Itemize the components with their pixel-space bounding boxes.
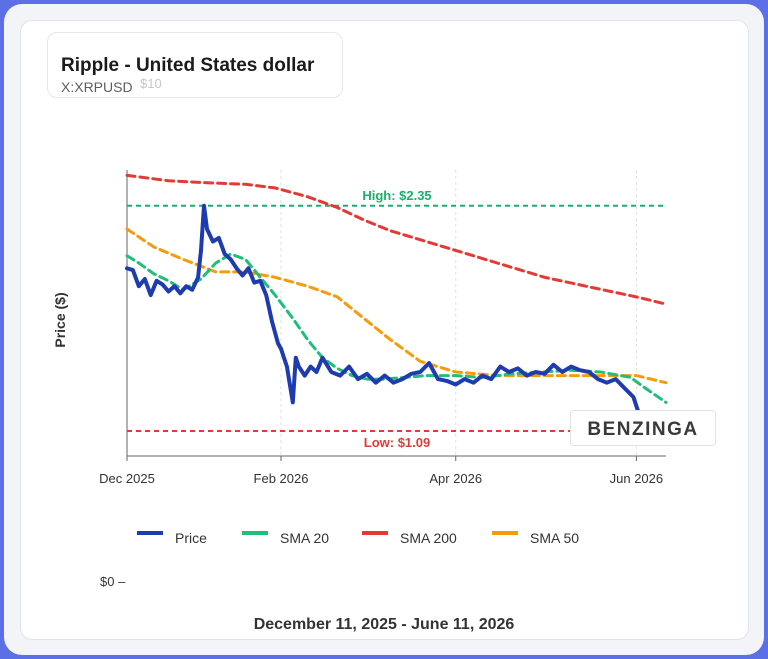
x-tick-label-2: Apr 2026 — [429, 471, 482, 486]
legend-swatch-sma50 — [492, 531, 518, 535]
x-tick-label-3: Jun 2026 — [610, 471, 664, 486]
legend-swatch-sma20 — [242, 531, 268, 535]
x-tick-label-0: Dec 2025 — [99, 471, 155, 486]
y-tick-zero-text: $0 — [100, 574, 115, 589]
series-line-sma200 — [125, 173, 668, 306]
legend-swatch-price — [137, 531, 163, 535]
legend-label-sma200: SMA 200 — [400, 530, 457, 546]
high-reference-label: High: $2.35 — [362, 188, 431, 203]
y-tick-zero: $0 – — [100, 574, 126, 589]
ghost-y-tick: $10 — [140, 76, 162, 91]
legend-label-sma20: SMA 20 — [280, 530, 330, 546]
legend-label-sma50: SMA 50 — [530, 530, 580, 546]
legend-swatch-sma200 — [362, 531, 388, 535]
series-line-price — [125, 203, 668, 432]
x-tick-label-1: Feb 2026 — [254, 471, 309, 486]
chart-card — [20, 20, 749, 640]
legend-label-price: Price — [175, 530, 207, 546]
low-reference-label: Low: $1.09 — [364, 435, 430, 450]
chart-legend: Price SMA 20 SMA 200 SMA 50 — [137, 528, 637, 548]
series-line-sma50 — [125, 227, 668, 385]
date-range: December 11, 2025 - June 11, 2026 — [253, 616, 515, 633]
watermark-text: BENZINGA — [587, 419, 699, 440]
chart-title: Ripple - United States dollar — [61, 55, 315, 76]
title-box: $10 Ripple - United States dollar X:XRPU… — [47, 32, 343, 98]
ticker-symbol: X:XRPUSD — [61, 79, 133, 95]
benzinga-watermark: BENZINGA — [570, 410, 716, 446]
